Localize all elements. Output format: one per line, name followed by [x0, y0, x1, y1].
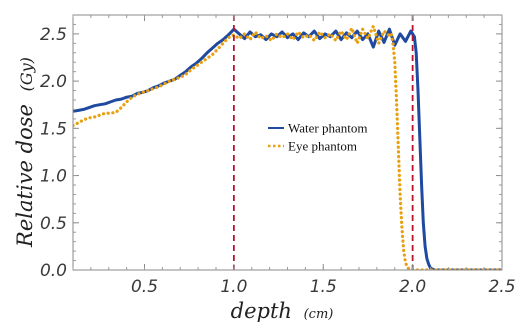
x-axis-title: depth (cm)	[231, 299, 334, 322]
legend-label: Water phantom	[288, 121, 367, 136]
legend: Water phantom Eye phantom	[268, 121, 367, 154]
tick-labels: 0.5 1.0 1.5 2.0 2.5 0.0 0.5 1.0 1.5 2.0 2.5	[40, 25, 516, 297]
x-tick-label: 2.0	[399, 277, 426, 297]
x-tick-label: 2.5	[488, 277, 515, 297]
x-axis-label: depth	[231, 299, 292, 322]
y-tick-label: 2.0	[40, 72, 67, 92]
x-tick-label: 1.0	[220, 277, 247, 297]
y-tick-label: 2.5	[40, 25, 67, 45]
tick-marks	[72, 15, 503, 271]
boundary-lines	[232, 15, 414, 270]
x-axis-unit: (cm)	[304, 307, 334, 322]
y-tick-label: 1.0	[40, 167, 67, 187]
legend-label: Eye phantom	[288, 139, 357, 154]
y-axis-unit: (Gy)	[17, 57, 36, 91]
series-layer	[73, 24, 502, 270]
y-axis-title: Relative dose (Gy)	[13, 57, 37, 248]
y-axis-label: Relative dose	[13, 104, 37, 248]
y-tick-label: 0.5	[40, 214, 67, 234]
x-tick-label: 0.5	[131, 277, 158, 297]
eye-phantom-line	[73, 24, 502, 270]
x-tick-label: 1.5	[310, 277, 337, 297]
y-tick-label: 1.5	[40, 119, 67, 139]
y-tick-label: 0.0	[40, 261, 67, 281]
